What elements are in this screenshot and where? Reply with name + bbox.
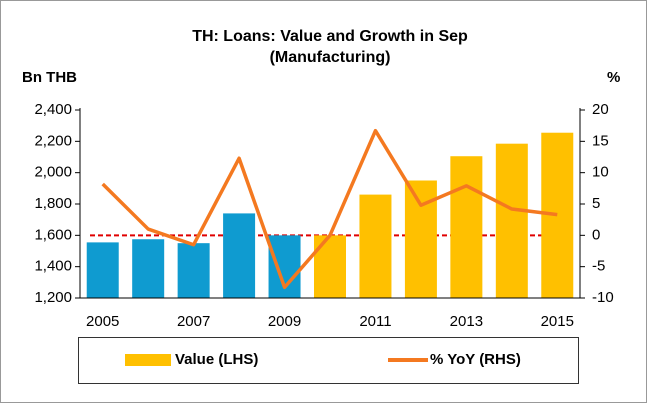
y2-tick-label: 20 (592, 101, 609, 118)
y2-tick-label: 5 (592, 195, 600, 212)
y-tick-label: 1,400 (34, 258, 72, 275)
bar (404, 180, 437, 298)
x-tick-label: 2015 (541, 313, 574, 330)
y-tick-label: 2,200 (34, 132, 72, 149)
bar (541, 132, 574, 298)
y2-axis-label: % (607, 69, 620, 86)
x-tick-label: 2013 (450, 313, 483, 330)
x-tick-label: 2007 (177, 313, 210, 330)
bar (177, 243, 210, 298)
bar (132, 239, 165, 298)
legend-label: Value (LHS) (175, 351, 258, 368)
x-tick-label: 2005 (86, 313, 119, 330)
chart-title: TH: Loans: Value and Growth in Sep (192, 28, 468, 45)
y-tick-label: 1,200 (34, 289, 72, 306)
y2-tick-label: -10 (592, 289, 614, 306)
y2-tick-label: 0 (592, 226, 600, 243)
bar (359, 194, 392, 298)
bar (314, 235, 346, 298)
bar (223, 213, 256, 298)
y-tick-label: 1,600 (34, 226, 72, 243)
x-tick-label: 2009 (268, 313, 301, 330)
y2-tick-label: 15 (592, 132, 609, 149)
legend-swatch (125, 354, 171, 366)
line-series (101, 128, 558, 290)
y-tick-label: 1,800 (34, 195, 72, 212)
bar (495, 143, 528, 298)
chart-subtitle: (Manufacturing) (270, 49, 391, 66)
y2-tick-label: -5 (592, 258, 605, 275)
y-tick-label: 2,000 (34, 164, 72, 181)
bar (450, 156, 483, 298)
y-tick-label: 2,400 (34, 101, 72, 118)
bar (86, 242, 119, 298)
legend-label: % YoY (RHS) (430, 351, 521, 368)
y-axis-label: Bn THB (22, 69, 77, 86)
x-tick-label: 2011 (359, 313, 391, 330)
y2-tick-label: 10 (592, 164, 609, 181)
